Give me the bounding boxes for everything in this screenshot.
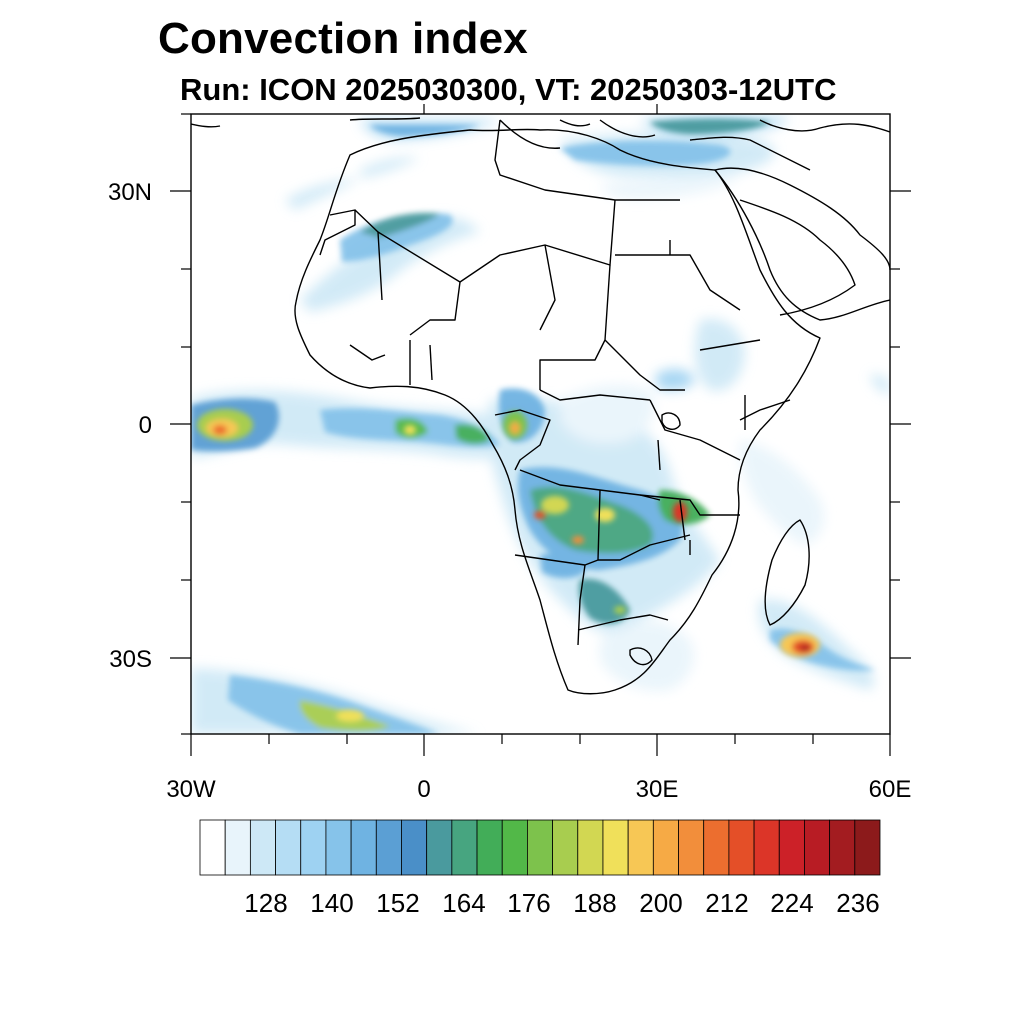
axis-ticks bbox=[170, 104, 911, 756]
colorbar-box bbox=[476, 819, 503, 876]
colorbar-box bbox=[778, 819, 805, 876]
colorbar-box bbox=[652, 819, 679, 876]
lon-label-60e: 60E bbox=[869, 776, 912, 803]
colorbar-box bbox=[627, 819, 654, 876]
colorbar-box bbox=[703, 819, 730, 876]
colorbar-label: 152 bbox=[376, 888, 419, 918]
colorbar-label: 200 bbox=[639, 888, 682, 918]
colorbar-box bbox=[753, 819, 780, 876]
convection-cores bbox=[197, 409, 820, 722]
colorbar-label: 212 bbox=[705, 888, 748, 918]
colorbar-box bbox=[804, 819, 831, 876]
colorbar-box bbox=[199, 819, 226, 876]
colorbar-label: 140 bbox=[310, 888, 353, 918]
lat-label-30s: 30S bbox=[109, 646, 152, 673]
colorbar-box bbox=[224, 819, 251, 876]
colorbar-box bbox=[577, 819, 604, 876]
colorbar-label: 236 bbox=[836, 888, 879, 918]
colorbar-box bbox=[401, 819, 428, 876]
colorbar-box bbox=[552, 819, 579, 876]
coastlines-and-borders bbox=[191, 117, 890, 695]
colorbar-box bbox=[678, 819, 705, 876]
latitude-labels: 30N 0 30S bbox=[108, 179, 152, 673]
colorbar-box bbox=[451, 819, 478, 876]
colorbar-label: 224 bbox=[770, 888, 813, 918]
colorbar-box bbox=[426, 819, 453, 876]
colorbar-box bbox=[275, 819, 302, 876]
colorbar-label: 176 bbox=[507, 888, 550, 918]
colorbar-box bbox=[829, 819, 856, 876]
colorbar-label: 128 bbox=[244, 888, 287, 918]
colorbar-box bbox=[501, 819, 528, 876]
colorbar-box bbox=[350, 819, 377, 876]
colorbar-box bbox=[527, 819, 553, 876]
chart-title: Convection index bbox=[158, 14, 528, 63]
colorbar-box bbox=[300, 819, 327, 876]
longitude-labels: 30W 0 30E 60E bbox=[166, 776, 911, 803]
colorbar-labels: 128 140 152 164 176 188 200 212 224 236 bbox=[244, 888, 879, 918]
lat-label-0: 0 bbox=[139, 412, 152, 439]
colorbar-box bbox=[728, 819, 755, 876]
colorbar bbox=[199, 819, 881, 876]
colorbar-box bbox=[325, 819, 352, 876]
lon-label-30e: 30E bbox=[636, 776, 679, 803]
colorbar-box bbox=[249, 819, 276, 876]
lon-label-0: 0 bbox=[417, 776, 430, 803]
map-plot-area bbox=[191, 114, 890, 734]
colorbar-box bbox=[602, 819, 629, 876]
chart-subtitle: Run: ICON 2025030300, VT: 20250303-12UTC bbox=[180, 72, 837, 107]
colorbar-box bbox=[854, 819, 881, 876]
lon-label-30w: 30W bbox=[166, 776, 216, 803]
colorbar-label: 164 bbox=[442, 888, 485, 918]
lat-label-30n: 30N bbox=[108, 179, 152, 206]
colorbar-label: 188 bbox=[573, 888, 616, 918]
colorbar-box bbox=[375, 819, 402, 876]
